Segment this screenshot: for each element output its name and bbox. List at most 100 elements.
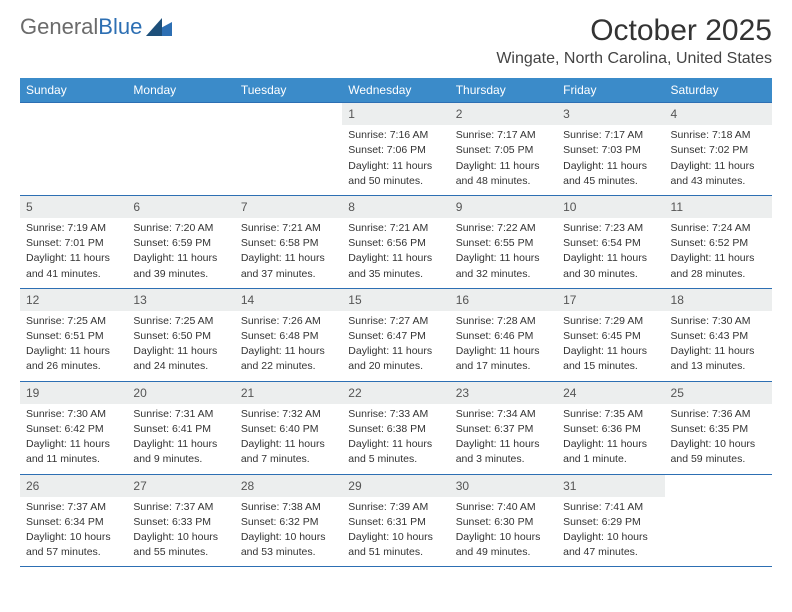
day-d1: Daylight: 11 hours	[563, 344, 658, 358]
day-d1: Daylight: 11 hours	[26, 251, 121, 265]
day-body: Sunrise: 7:37 AMSunset: 6:33 PMDaylight:…	[127, 500, 234, 560]
day-13: 13Sunrise: 7:25 AMSunset: 6:50 PMDayligh…	[127, 289, 234, 381]
day-d1: Daylight: 11 hours	[456, 344, 551, 358]
day-d1: Daylight: 11 hours	[26, 437, 121, 451]
day-ss: Sunset: 6:36 PM	[563, 422, 658, 436]
day-body: Sunrise: 7:23 AMSunset: 6:54 PMDaylight:…	[557, 221, 664, 281]
day-body: Sunrise: 7:31 AMSunset: 6:41 PMDaylight:…	[127, 407, 234, 467]
day-ss: Sunset: 6:45 PM	[563, 329, 658, 343]
day-d2: and 57 minutes.	[26, 545, 121, 559]
day-d2: and 5 minutes.	[348, 452, 443, 466]
day-ss: Sunset: 6:50 PM	[133, 329, 228, 343]
day-number: 7	[235, 196, 342, 218]
day-d1: Daylight: 10 hours	[456, 530, 551, 544]
day-17: 17Sunrise: 7:29 AMSunset: 6:45 PMDayligh…	[557, 289, 664, 381]
day-30: 30Sunrise: 7:40 AMSunset: 6:30 PMDayligh…	[450, 475, 557, 567]
day-ss: Sunset: 6:29 PM	[563, 515, 658, 529]
day-ss: Sunset: 6:38 PM	[348, 422, 443, 436]
day-ss: Sunset: 6:31 PM	[348, 515, 443, 529]
day-sr: Sunrise: 7:30 AM	[26, 407, 121, 421]
day-8: 8Sunrise: 7:21 AMSunset: 6:56 PMDaylight…	[342, 196, 449, 288]
day-body: Sunrise: 7:22 AMSunset: 6:55 PMDaylight:…	[450, 221, 557, 281]
day-sr: Sunrise: 7:20 AM	[133, 221, 228, 235]
day-body: Sunrise: 7:20 AMSunset: 6:59 PMDaylight:…	[127, 221, 234, 281]
day-d2: and 50 minutes.	[348, 174, 443, 188]
day-ss: Sunset: 6:55 PM	[456, 236, 551, 250]
day-d1: Daylight: 11 hours	[133, 251, 228, 265]
day-23: 23Sunrise: 7:34 AMSunset: 6:37 PMDayligh…	[450, 382, 557, 474]
day-ss: Sunset: 6:58 PM	[241, 236, 336, 250]
day-d2: and 22 minutes.	[241, 359, 336, 373]
day-d2: and 9 minutes.	[133, 452, 228, 466]
calendar: SundayMondayTuesdayWednesdayThursdayFrid…	[20, 78, 772, 567]
day-sr: Sunrise: 7:39 AM	[348, 500, 443, 514]
day-d1: Daylight: 11 hours	[133, 344, 228, 358]
day-ss: Sunset: 6:54 PM	[563, 236, 658, 250]
day-ss: Sunset: 6:34 PM	[26, 515, 121, 529]
day-sr: Sunrise: 7:18 AM	[671, 128, 766, 142]
day-sr: Sunrise: 7:22 AM	[456, 221, 551, 235]
day-d1: Daylight: 11 hours	[348, 437, 443, 451]
logo: GeneralBlue	[20, 14, 172, 40]
day-d1: Daylight: 11 hours	[563, 251, 658, 265]
day-empty: .	[235, 103, 342, 195]
day-number: 10	[557, 196, 664, 218]
day-4: 4 Sunrise: 7:18 AMSunset: 7:02 PM Daylight…	[665, 103, 772, 195]
day-number: 24	[557, 382, 664, 404]
day-empty: .	[127, 103, 234, 195]
dow-thursday: Thursday	[450, 78, 557, 102]
logo-icon	[146, 18, 172, 36]
day-d1: Daylight: 10 hours	[133, 530, 228, 544]
day-6: 6Sunrise: 7:20 AMSunset: 6:59 PMDaylight…	[127, 196, 234, 288]
day-number: 1	[342, 103, 449, 125]
day-empty: .	[20, 103, 127, 195]
day-d1: Daylight: 11 hours	[563, 437, 658, 451]
day-d1: Daylight: 11 hours	[456, 437, 551, 451]
day-ss: Sunset: 7:02 PM	[671, 143, 766, 157]
day-16: 16Sunrise: 7:28 AMSunset: 6:46 PMDayligh…	[450, 289, 557, 381]
day-ss: Sunset: 6:59 PM	[133, 236, 228, 250]
day-number: 23	[450, 382, 557, 404]
day-d1: Daylight: 11 hours	[671, 159, 766, 173]
day-sr: Sunrise: 7:35 AM	[563, 407, 658, 421]
day-number: 8	[342, 196, 449, 218]
day-sr: Sunrise: 7:28 AM	[456, 314, 551, 328]
day-ss: Sunset: 6:37 PM	[456, 422, 551, 436]
day-body: Sunrise: 7:21 AMSunset: 6:58 PMDaylight:…	[235, 221, 342, 281]
day-d1: Daylight: 11 hours	[456, 159, 551, 173]
day-number: 31	[557, 475, 664, 497]
day-ss: Sunset: 6:56 PM	[348, 236, 443, 250]
day-sr: Sunrise: 7:38 AM	[241, 500, 336, 514]
day-d2: and 3 minutes.	[456, 452, 551, 466]
day-d2: and 55 minutes.	[133, 545, 228, 559]
week-row: 19Sunrise: 7:30 AMSunset: 6:42 PMDayligh…	[20, 382, 772, 475]
title-block: October 2025 Wingate, North Carolina, Un…	[496, 14, 772, 68]
day-20: 20Sunrise: 7:31 AMSunset: 6:41 PMDayligh…	[127, 382, 234, 474]
dow-sunday: Sunday	[20, 78, 127, 102]
day-sr: Sunrise: 7:37 AM	[133, 500, 228, 514]
day-25: 25Sunrise: 7:36 AMSunset: 6:35 PMDayligh…	[665, 382, 772, 474]
day-d2: and 11 minutes.	[26, 452, 121, 466]
day-sr: Sunrise: 7:37 AM	[26, 500, 121, 514]
day-number: 13	[127, 289, 234, 311]
week-row: 26Sunrise: 7:37 AMSunset: 6:34 PMDayligh…	[20, 475, 772, 568]
day-sr: Sunrise: 7:33 AM	[348, 407, 443, 421]
day-number: 4	[665, 103, 772, 125]
day-sr: Sunrise: 7:32 AM	[241, 407, 336, 421]
day-ss: Sunset: 6:41 PM	[133, 422, 228, 436]
day-number: 9	[450, 196, 557, 218]
day-15: 15Sunrise: 7:27 AMSunset: 6:47 PMDayligh…	[342, 289, 449, 381]
day-d1: Daylight: 11 hours	[241, 344, 336, 358]
day-body: Sunrise: 7:17 AMSunset: 7:05 PMDaylight:…	[450, 128, 557, 188]
day-ss: Sunset: 6:33 PM	[133, 515, 228, 529]
header: GeneralBlue October 2025 Wingate, North …	[20, 14, 772, 68]
day-sr: Sunrise: 7:30 AM	[671, 314, 766, 328]
day-number: 29	[342, 475, 449, 497]
day-ss: Sunset: 6:51 PM	[26, 329, 121, 343]
day-d2: and 28 minutes.	[671, 267, 766, 281]
day-sr: Sunrise: 7:17 AM	[456, 128, 551, 142]
day-sr: Sunrise: 7:17 AM	[563, 128, 658, 142]
day-body: Sunrise: 7:38 AMSunset: 6:32 PMDaylight:…	[235, 500, 342, 560]
day-d2: and 26 minutes.	[26, 359, 121, 373]
day-body: Sunrise: 7:28 AMSunset: 6:46 PMDaylight:…	[450, 314, 557, 374]
